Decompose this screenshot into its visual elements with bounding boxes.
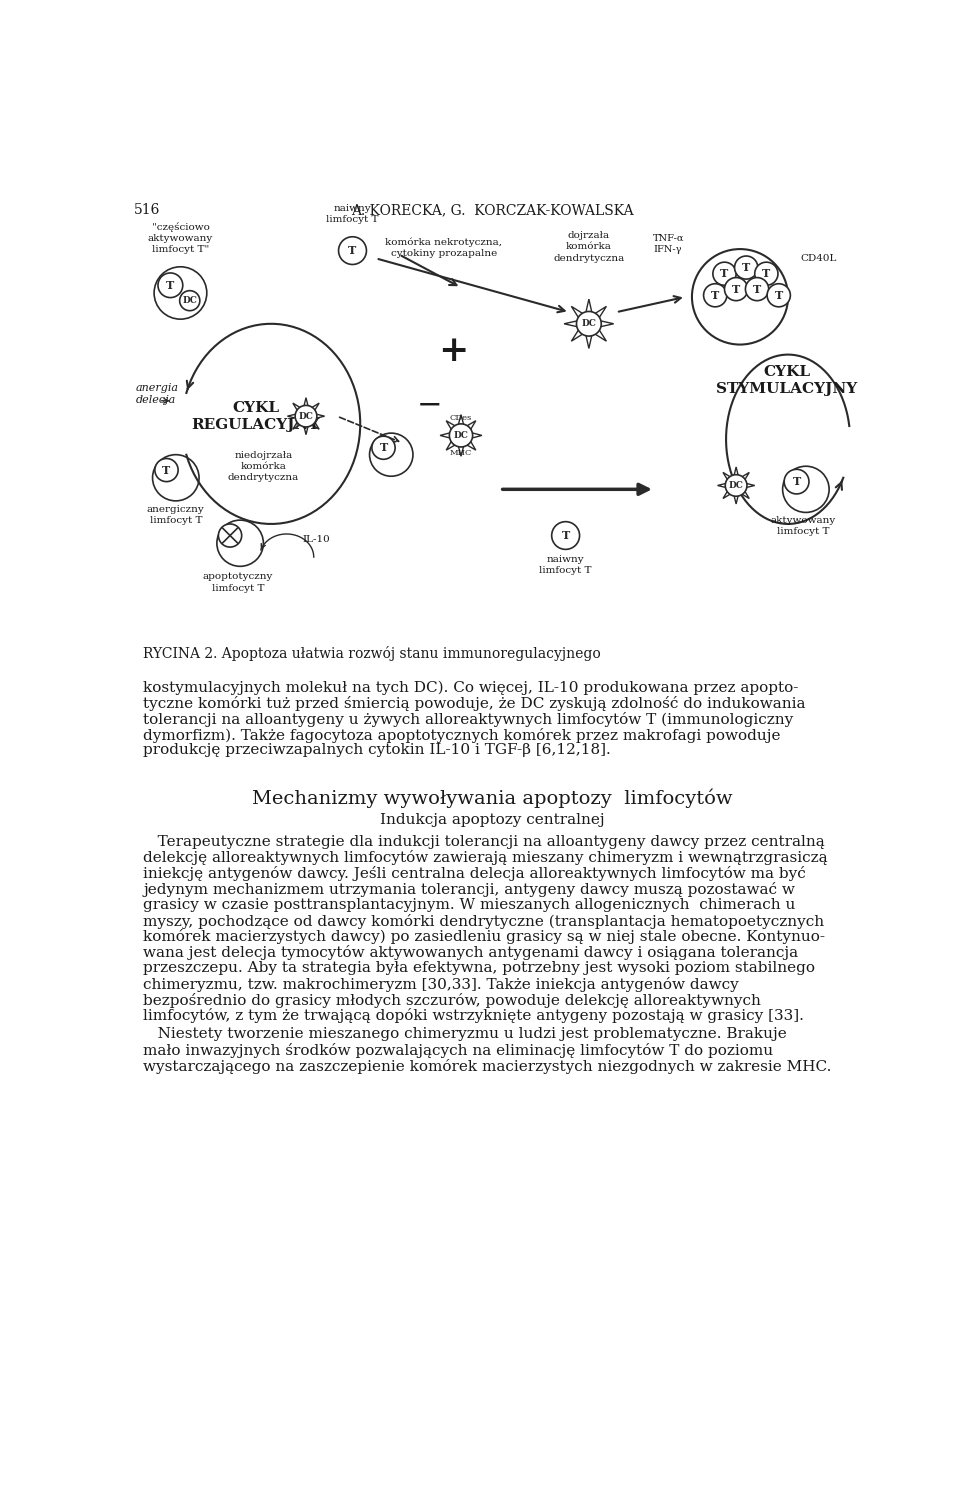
Text: mało inwazyjnych środków pozwalających na eliminację limfocytów T do poziomu: mało inwazyjnych środków pozwalających n… xyxy=(143,1043,774,1058)
Circle shape xyxy=(713,263,736,286)
Circle shape xyxy=(339,237,367,264)
Circle shape xyxy=(180,290,200,311)
Text: komórka nekrotyczna,
cytokiny prozapalne: komórka nekrotyczna, cytokiny prozapalne xyxy=(386,237,502,258)
Text: Mechanizmy wywoływania apoptozy  limfocytów: Mechanizmy wywoływania apoptozy limfocyt… xyxy=(252,789,732,808)
Text: komórek macierzystych dawcy) po zasiedleniu grasicy są w niej stale obecne. Kont: komórek macierzystych dawcy) po zasiedle… xyxy=(143,929,826,944)
Text: DC: DC xyxy=(729,480,744,490)
Text: MHC: MHC xyxy=(450,449,472,458)
Text: T: T xyxy=(379,443,388,453)
Text: naiwny
limfocyt T: naiwny limfocyt T xyxy=(326,204,379,224)
Circle shape xyxy=(784,470,809,494)
Text: anergia
delecja: anergia delecja xyxy=(135,384,179,405)
Text: apoptotyczny
limfocyt T: apoptotyczny limfocyt T xyxy=(203,573,273,592)
Text: CYKL
REGULACYJNY: CYKL REGULACYJNY xyxy=(191,400,320,432)
Text: myszy, pochodzące od dawcy komórki dendrytyczne (transplantacja hematopoetycznyc: myszy, pochodzące od dawcy komórki dendr… xyxy=(143,914,825,929)
Text: tyczne komórki tuż przed śmiercią powoduje, że DC zyskują zdolność do indukowani: tyczne komórki tuż przed śmiercią powodu… xyxy=(143,697,805,712)
Text: niedojrzała
komórka
dendrytyczna: niedojrzała komórka dendrytyczna xyxy=(228,450,299,482)
Circle shape xyxy=(449,425,472,447)
Text: T: T xyxy=(732,284,740,295)
Text: kostymulacyjnych molekuł na tych DC). Co więcej, IL-10 produkowana przez apopto-: kostymulacyjnych molekuł na tych DC). Co… xyxy=(143,680,799,695)
Text: DC: DC xyxy=(453,431,468,440)
Polygon shape xyxy=(717,467,755,505)
Text: anergiczny
limfocyt T: anergiczny limfocyt T xyxy=(147,505,204,524)
Text: DC: DC xyxy=(299,411,313,420)
Circle shape xyxy=(155,458,179,482)
Text: wystarczającego na zaszczepienie komórek macierzystych niezgodnych w zakresie MH: wystarczającego na zaszczepienie komórek… xyxy=(143,1059,831,1074)
Text: T: T xyxy=(562,530,569,541)
Circle shape xyxy=(745,278,769,301)
Text: IL-10: IL-10 xyxy=(302,535,330,544)
Text: T: T xyxy=(720,269,729,280)
Circle shape xyxy=(219,524,242,547)
Circle shape xyxy=(734,255,757,280)
Text: bezpośrednio do grasicy młodych szczurów, powoduje delekcję alloreaktywnych: bezpośrednio do grasicy młodych szczurów… xyxy=(143,993,761,1008)
Text: T: T xyxy=(711,290,719,301)
Text: Niestety tworzenie mieszanego chimeryzmu u ludzi jest problematyczne. Brakuje: Niestety tworzenie mieszanego chimeryzmu… xyxy=(143,1027,787,1041)
Text: Terapeutyczne strategie dla indukcji tolerancji na alloantygeny dawcy przez cent: Terapeutyczne strategie dla indukcji tol… xyxy=(143,834,825,849)
Text: T: T xyxy=(348,245,356,257)
Text: DC: DC xyxy=(582,319,596,328)
Text: A. KORECKA, G.  KORCZAK-KOWALSKA: A. KORECKA, G. KORCZAK-KOWALSKA xyxy=(350,202,634,218)
Text: chimeryzmu, tzw. makrochimeryzm [30,33]. Także iniekcja antygenów dawcy: chimeryzmu, tzw. makrochimeryzm [30,33].… xyxy=(143,976,739,991)
Text: aktywowany
limfocyt T: aktywowany limfocyt T xyxy=(771,517,836,536)
Text: T: T xyxy=(166,280,175,290)
Text: naiwny
limfocyt T: naiwny limfocyt T xyxy=(540,555,592,574)
Text: wana jest delecja tymocytów aktywowanych antygenami dawcy i osiągana tolerancja: wana jest delecja tymocytów aktywowanych… xyxy=(143,946,799,959)
Text: iniekcję antygenów dawcy. Jeśli centralna delecja alloreaktywnych limfocytów ma : iniekcję antygenów dawcy. Jeśli centraln… xyxy=(143,866,806,881)
Text: produkcję przeciwzapalnych cytokin IL-10 i TGF-β [6,12,18].: produkcję przeciwzapalnych cytokin IL-10… xyxy=(143,743,611,757)
Text: CDes: CDes xyxy=(450,414,472,422)
Text: T: T xyxy=(792,476,801,487)
Text: delekcję alloreaktywnych limfocytów zawierają mieszany chimeryzm i wewnątrzgrasi: delekcję alloreaktywnych limfocytów zawi… xyxy=(143,851,828,866)
Polygon shape xyxy=(440,414,482,456)
Text: Indukcja apoptozy centralnej: Indukcja apoptozy centralnej xyxy=(380,813,604,827)
Circle shape xyxy=(372,437,396,459)
Text: "częściowo
aktywowany
limfocyt T": "częściowo aktywowany limfocyt T" xyxy=(148,222,213,254)
Polygon shape xyxy=(564,299,613,349)
Circle shape xyxy=(767,284,790,307)
Text: limfocytów, z tym że trwającą dopóki wstrzyknięte antygeny pozostają w grasicy [: limfocytów, z tym że trwającą dopóki wst… xyxy=(143,1008,804,1023)
Text: T: T xyxy=(742,261,751,273)
Text: T: T xyxy=(162,464,171,476)
Text: IFN-γ: IFN-γ xyxy=(653,245,682,254)
Text: +: + xyxy=(438,334,468,367)
Text: T: T xyxy=(762,269,771,280)
Text: RYCINA 2. Apoptoza ułatwia rozwój stanu immunoregulacyjnego: RYCINA 2. Apoptoza ułatwia rozwój stanu … xyxy=(143,647,601,662)
Circle shape xyxy=(576,311,601,335)
Text: jedynym mechanizmem utrzymania tolerancji, antygeny dawcy muszą pozostawać w: jedynym mechanizmem utrzymania tolerancj… xyxy=(143,882,795,898)
Circle shape xyxy=(704,284,727,307)
Text: CYKL
STYMULACYJNY: CYKL STYMULACYJNY xyxy=(716,364,857,396)
Circle shape xyxy=(552,521,580,550)
Circle shape xyxy=(158,273,182,298)
Text: DC: DC xyxy=(182,296,197,305)
Text: TNF-α: TNF-α xyxy=(653,234,684,243)
Text: T: T xyxy=(775,290,782,301)
Circle shape xyxy=(725,474,747,496)
Text: dymorfizm). Także fagocytoza apoptotycznych komórek przez makrofagi powoduje: dymorfizm). Także fagocytoza apoptotyczn… xyxy=(143,728,780,742)
Text: 516: 516 xyxy=(134,202,160,218)
Text: CD40L: CD40L xyxy=(801,254,837,263)
Text: grasicy w czasie posttransplantacyjnym. W mieszanych allogenicznych  chimerach u: grasicy w czasie posttransplantacyjnym. … xyxy=(143,898,796,911)
Text: T: T xyxy=(753,284,761,295)
Text: dojrzała
komórka
dendrytyczna: dojrzała komórka dendrytyczna xyxy=(553,231,625,263)
Text: −: − xyxy=(418,390,443,420)
Text: tolerancji na alloantygeny u żywych alloreaktywnych limfocytów T (immunologiczny: tolerancji na alloantygeny u żywych allo… xyxy=(143,712,794,727)
Text: przeszczepu. Aby ta strategia była efektywna, potrzebny jest wysoki poziom stabi: przeszczepu. Aby ta strategia była efekt… xyxy=(143,961,815,975)
Circle shape xyxy=(725,278,748,301)
Polygon shape xyxy=(287,397,324,435)
Circle shape xyxy=(295,405,317,428)
Circle shape xyxy=(755,263,778,286)
